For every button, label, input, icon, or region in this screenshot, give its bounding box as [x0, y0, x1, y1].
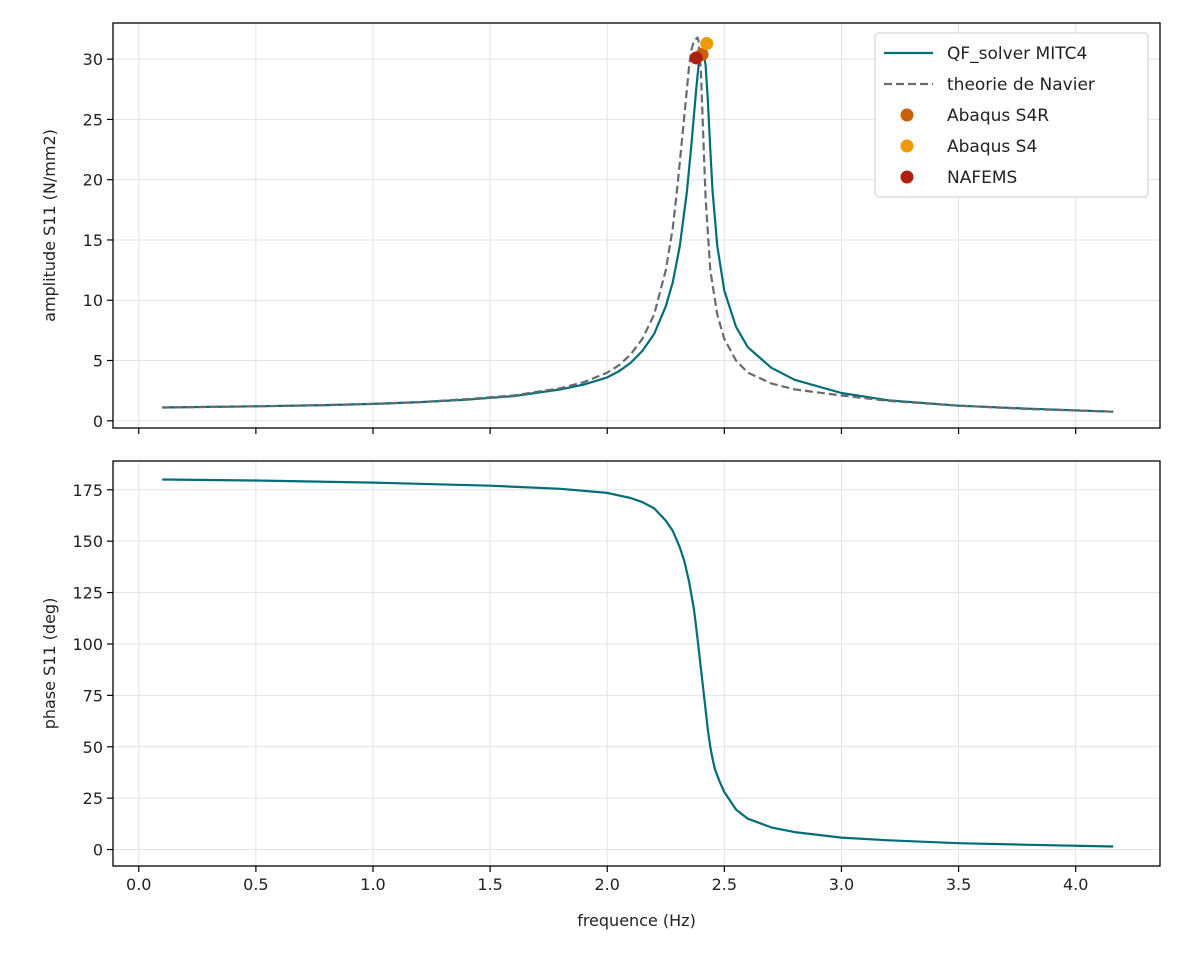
- y-tick-label: 50: [83, 738, 103, 757]
- phase-ticks: 0.0 0.5 1.0 1.5 2.0 2.5 3.0 3.5 4.0 0 25 50 75 100 125…: [72, 481, 1088, 894]
- phase-series: [162, 478, 1114, 848]
- amplitude-axes-frame: [112, 22, 1161, 429]
- x-tick-label: 0.0: [126, 875, 151, 894]
- legend-label: NAFEMS: [947, 168, 1017, 188]
- y-tick-label: 10: [83, 291, 103, 310]
- y-tick-label: 20: [83, 171, 103, 190]
- x-tick-label: 1.5: [477, 875, 502, 894]
- legend-marker: [900, 139, 914, 153]
- scatter-point: [700, 36, 714, 50]
- legend-label: QF_solver MITC4: [947, 44, 1087, 64]
- legend-label: theorie de Navier: [947, 75, 1095, 95]
- y-tick-label: 0: [93, 412, 103, 431]
- series-line: [162, 478, 1114, 848]
- phase-panel: 0.0 0.5 1.0 1.5 2.0 2.5 3.0 3.5 4.0 0 25 50 75 100 125…: [40, 460, 1161, 930]
- amplitude-panel: 0 5 10 15 20 25 30 amplitude S11 (N/mm2) QF_so…: [40, 22, 1161, 434]
- phase-grid: [113, 461, 1160, 866]
- legend: QF_solver MITC4 theorie de Navier Abaqus S…: [874, 32, 1149, 198]
- legend-label: Abaqus S4R: [947, 106, 1049, 126]
- legend-marker: [900, 108, 914, 122]
- x-tick-label: 3.0: [829, 875, 854, 894]
- amplitude-ylabel: amplitude S11 (N/mm2): [40, 129, 59, 322]
- frequency-xlabel: frequence (Hz): [577, 911, 696, 930]
- legend-marker: [900, 170, 914, 184]
- legend-box: [874, 32, 1149, 198]
- legend-label: Abaqus S4: [947, 137, 1037, 157]
- y-tick-label: 0: [93, 841, 103, 860]
- y-tick-label: 30: [83, 50, 103, 69]
- x-tick-label: 0.5: [243, 875, 268, 894]
- x-tick-label: 1.0: [360, 875, 385, 894]
- y-tick-label: 125: [72, 584, 103, 603]
- y-tick-label: 25: [83, 110, 103, 129]
- y-tick-label: 25: [83, 789, 103, 808]
- amplitude-series: [162, 36, 1114, 413]
- y-tick-label: 100: [72, 635, 103, 654]
- x-tick-label: 2.5: [712, 875, 737, 894]
- y-tick-label: 75: [83, 686, 103, 705]
- scatter-point: [689, 51, 703, 65]
- x-tick-label: 2.0: [594, 875, 619, 894]
- x-tick-label: 3.5: [946, 875, 971, 894]
- amplitude-ticks: 0 5 10 15 20 25 30: [83, 50, 1077, 434]
- x-tick-label: 4.0: [1063, 875, 1088, 894]
- y-tick-label: 5: [93, 352, 103, 371]
- y-tick-label: 175: [72, 481, 103, 500]
- phase-ylabel: phase S11 (deg): [40, 598, 59, 730]
- y-tick-label: 15: [83, 231, 103, 250]
- series-line: [162, 50, 1114, 413]
- y-tick-label: 150: [72, 532, 103, 551]
- phase-axes-frame: [112, 460, 1161, 867]
